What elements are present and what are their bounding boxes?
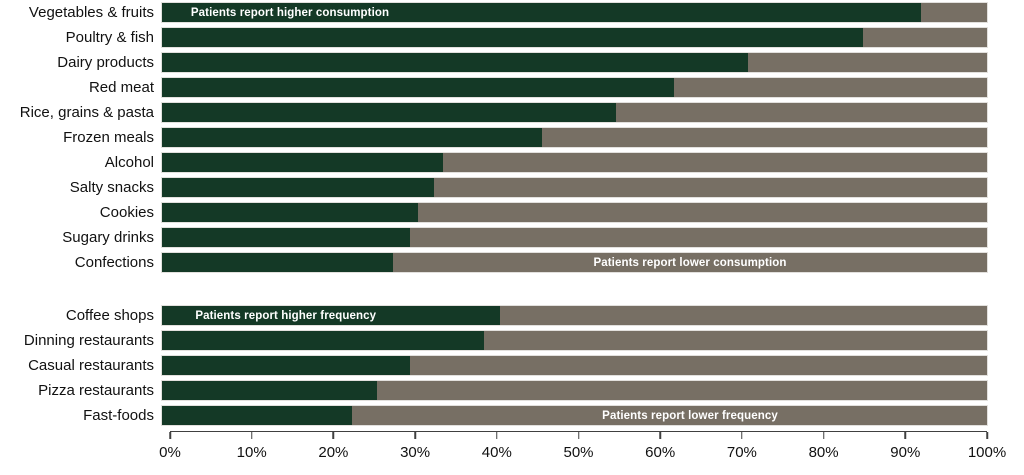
axis-tick — [659, 432, 661, 439]
bar-group-frequency: Coffee shops Patients report higher frequ… — [0, 306, 987, 425]
category-label: Cookies — [99, 204, 154, 221]
x-axis-labels: 0% 10% 20% 30% 40% 50% 60% 70% 80% 90% 100% — [159, 440, 1006, 464]
bar-segment-lower — [162, 153, 987, 172]
axis-tick — [332, 432, 335, 439]
bar-row: Red meat — [0, 78, 987, 97]
axis-tick — [496, 432, 498, 439]
category-label: Frozen meals — [63, 129, 154, 146]
bar-segment-lower — [162, 128, 987, 147]
category-label: Dairy products — [57, 54, 154, 71]
axis-tick-label: 80% — [808, 444, 839, 461]
bar-segment-lower — [162, 28, 987, 47]
bar-segment-lower — [162, 228, 987, 247]
axis-tick-label: 100% — [967, 444, 1007, 461]
bar-segment-higher — [162, 103, 616, 122]
bar-row: Fast-foods Patients report lower frequenc… — [0, 406, 987, 425]
bar-row: Casual restaurants — [0, 356, 987, 375]
category-label: Casual restaurants — [28, 357, 154, 374]
axis-tick-label: 50% — [563, 444, 594, 461]
category-label: Vegetables & fruits — [28, 4, 154, 21]
bar-segment-higher — [162, 53, 748, 72]
bar-annotation: Patients report lower frequency — [602, 409, 778, 422]
bar-segment-higher — [162, 406, 352, 425]
bar-segment-higher — [162, 356, 410, 375]
axis-tick — [577, 432, 580, 439]
category-label: Coffee shops — [65, 307, 154, 324]
bar-segment-lower — [162, 53, 987, 72]
bar-row: Confections Patients report lower consump… — [0, 253, 987, 272]
category-label: Confections — [74, 254, 154, 271]
bar-segment-lower: Patients report lower consumption — [162, 253, 987, 272]
bar-row: Poultry & fish — [0, 28, 987, 47]
bar-segment-higher — [162, 128, 542, 147]
axis-tick-label: 20% — [318, 444, 349, 461]
axis-tick-label: 60% — [645, 444, 676, 461]
bar-annotation: Patients report higher frequency — [195, 309, 377, 322]
category-label: Red meat — [88, 79, 154, 96]
axis-tick — [250, 432, 253, 439]
bar-segment-higher — [162, 381, 377, 400]
bar-row: Frozen meals — [0, 128, 987, 147]
bar-segment-higher — [162, 28, 864, 47]
bar-row: Pizza restaurants — [0, 381, 987, 400]
axis-tick-label: 10% — [236, 444, 267, 461]
axis-tick — [169, 432, 171, 439]
bar-segment-lower — [162, 203, 987, 222]
bar-segment-lower — [162, 178, 987, 197]
category-label: Alcohol — [104, 154, 154, 171]
bar-row: Cookies — [0, 203, 987, 222]
bar-row: Dairy products — [0, 53, 987, 72]
bar-segment-higher — [162, 78, 674, 97]
axis-tick-label: 0% — [159, 444, 181, 461]
bar-segment-lower: Patients report lower frequency — [162, 406, 987, 425]
category-label: Pizza restaurants — [38, 382, 154, 399]
x-axis — [169, 431, 988, 440]
category-label: Salty snacks — [69, 179, 154, 196]
bar-segment-higher — [162, 331, 484, 350]
bar-segment-higher — [162, 3, 921, 22]
axis-tick-label: 90% — [890, 444, 921, 461]
bar-segment-lower: Patients report higher consumption — [162, 3, 987, 22]
bar-row: Dinning restaurants — [0, 331, 987, 350]
axis-tick — [986, 432, 988, 439]
bar-annotation: Patients report lower consumption — [593, 256, 787, 269]
bar-row: Rice, grains & pasta — [0, 103, 987, 122]
bar-segment-lower — [162, 381, 987, 400]
axis-tick-label: 30% — [400, 444, 431, 461]
bar-segment-higher — [162, 228, 410, 247]
axis-tick — [741, 432, 743, 439]
bar-segment-higher — [162, 253, 393, 272]
bar-segment-higher — [162, 306, 501, 325]
axis-tick — [414, 432, 416, 439]
bar-segment-lower — [162, 78, 987, 97]
axis-tick-label: 70% — [726, 444, 757, 461]
bar-segment-higher — [162, 153, 443, 172]
category-label: Rice, grains & pasta — [19, 104, 154, 121]
axis-tick — [822, 432, 825, 439]
category-label: Poultry & fish — [65, 29, 154, 46]
axis-tick-label: 40% — [481, 444, 512, 461]
bar-row: Sugary drinks — [0, 228, 987, 247]
category-label: Dinning restaurants — [23, 332, 154, 349]
bar-row: Coffee shops Patients report higher frequ… — [0, 306, 987, 325]
bar-segment-higher — [162, 178, 435, 197]
category-label: Sugary drinks — [62, 229, 154, 246]
bar-segment-higher — [162, 203, 418, 222]
bar-segment-lower — [162, 331, 987, 350]
axis-tick — [904, 432, 907, 439]
group-spacer — [0, 278, 987, 306]
bar-group-consumption: Vegetables & fruits Patients report highe… — [0, 3, 987, 272]
bar-annotation: Patients report higher consumption — [190, 6, 390, 19]
category-label: Fast-foods — [83, 407, 154, 424]
bar-segment-lower: Patients report higher frequency — [162, 306, 987, 325]
bar-row: Alcohol — [0, 153, 987, 172]
bar-segment-lower — [162, 356, 987, 375]
bar-segment-lower — [162, 103, 987, 122]
bar-row: Vegetables & fruits Patients report highe… — [0, 3, 987, 22]
bar-row: Salty snacks — [0, 178, 987, 197]
